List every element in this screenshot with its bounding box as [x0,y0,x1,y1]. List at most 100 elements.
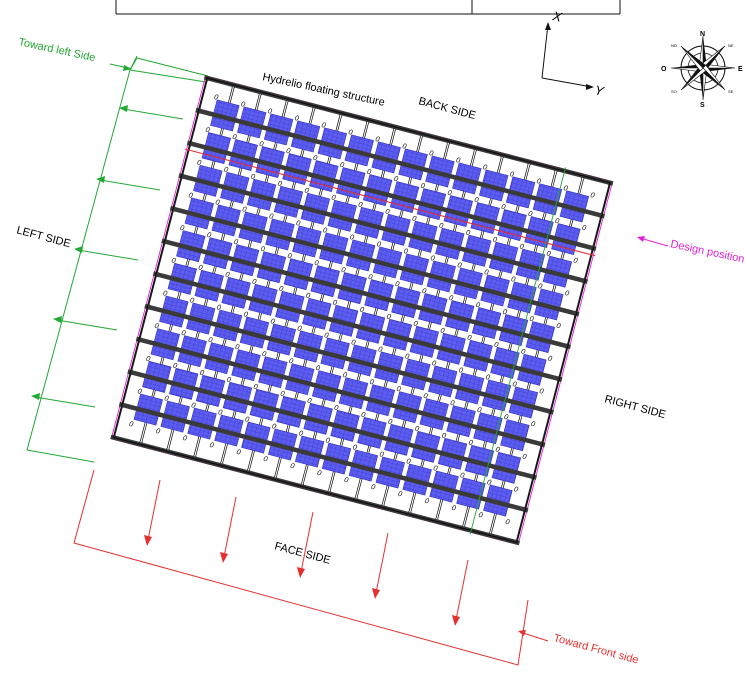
float-mark: 0 [234,342,240,352]
front-arrow-line [455,559,469,621]
front-arrow-head [297,567,305,578]
compass-point-dark [703,46,725,71]
left-arrow-head [53,316,62,323]
front-arrow-head [452,615,460,626]
float-mark: 0 [379,449,385,459]
float-mark: 0 [476,405,482,415]
toward-left-callout: Toward left Side [17,36,132,71]
float-mark: 0 [447,188,453,198]
float-mark: 0 [315,363,321,373]
compass-s: S [700,102,705,109]
float-mark: 0 [505,517,511,527]
float-mark: 0 [162,288,168,298]
back-side-label: BACK SIDE [417,95,477,122]
float-mark: 0 [350,337,356,347]
float-mark: 0 [536,176,542,186]
compass-point-dark [703,68,735,72]
float-mark: 0 [411,213,417,223]
float-mark: 0 [522,452,528,462]
float-mark: 0 [510,274,516,284]
float-mark: 0 [180,328,186,338]
float-mark: 0 [495,445,501,455]
float-mark: 0 [217,407,223,417]
float-mark: 0 [413,318,419,328]
float-mark: 0 [546,248,552,258]
toward-front-label: Toward Front side [552,632,640,666]
float-mark: 0 [348,127,354,137]
float-mark: 0 [206,230,212,240]
float-mark: 0 [214,197,220,207]
left-side-label: LEFT SIDE [15,224,72,250]
compass-point-dark [699,68,703,100]
float-mark: 0 [564,288,570,298]
float-mark: 0 [403,246,409,256]
compass-point-dark [681,46,706,68]
float-mark: 0 [188,190,194,200]
float-mark: 0 [360,410,366,420]
left-arrow-line [99,179,161,191]
float-mark: 0 [271,421,277,431]
float-mark: 0 [503,412,509,422]
compass-n: N [700,31,705,38]
float-mark: 0 [547,353,553,363]
float-mark: 0 [459,470,465,480]
float-mark: 0 [424,496,430,506]
right-side-label: RIGHT SIDE [603,393,667,421]
float-mark: 0 [232,132,238,142]
front-arrow-line [300,511,314,573]
left-arrow-head [96,176,105,183]
float-mark: 0 [332,298,338,308]
float-mark: 0 [137,386,143,396]
float-mark: 0 [314,258,320,268]
float-mark: 0 [468,438,474,448]
float-mark: 0 [502,307,508,317]
float-mark: 0 [322,225,328,235]
float-mark: 0 [207,335,213,345]
float-mark: 0 [455,155,461,165]
float-mark: 0 [386,312,392,322]
float-mark: 0 [154,321,160,331]
compass-so: SO [671,89,677,94]
float-mark: 0 [333,403,339,413]
float-mark: 0 [270,316,276,326]
float-mark: 0 [251,277,257,287]
float-mark: 0 [556,321,562,331]
float-mark: 0 [305,291,311,301]
float-mark: 0 [486,477,492,487]
float-mark: 0 [573,255,579,265]
front-arrow-head [220,552,228,563]
float-mark: 0 [278,284,284,294]
toward-left-label: Toward left Side [17,36,96,64]
walkway [186,140,597,252]
float-mark: 0 [414,424,420,434]
float-mark: 0 [537,281,543,291]
float-mark: 0 [241,204,247,214]
float-mark: 0 [260,244,266,254]
float-mark: 0 [377,344,383,354]
float-mark: 0 [340,265,346,275]
compass-point-dark [703,36,707,68]
compass-se: SE [728,89,734,94]
float-mark: 0 [145,354,151,364]
float-mark: 0 [401,141,407,151]
float-mark: 0 [485,372,491,382]
float-mark: 0 [298,428,304,438]
walkway [178,173,589,284]
float-mark: 0 [513,484,519,494]
design-position-callout: Design position [637,236,745,266]
float-mark: 0 [374,134,380,144]
left-arrow-head [119,105,128,112]
float-mark: 0 [554,216,560,226]
float-mark: 0 [421,286,427,296]
float-mark: 0 [189,295,195,305]
float-mark: 0 [306,396,312,406]
left-arrow-head [31,393,40,400]
float-mark: 0 [224,270,230,280]
float-mark: 0 [325,435,331,445]
float-mark: 0 [205,125,211,135]
float-mark: 0 [213,92,219,102]
float-mark: 0 [520,346,526,356]
float-mark: 0 [261,349,267,359]
front-arrow-line [375,532,389,594]
green-guide-line [469,167,566,535]
